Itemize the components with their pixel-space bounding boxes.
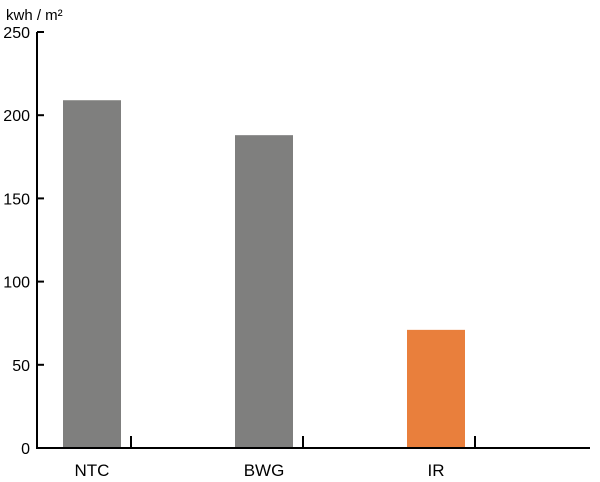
bar-bwg [235, 135, 293, 448]
y-tick-label: 50 [12, 358, 30, 375]
bar-ntc [63, 100, 121, 448]
y-axis-ticks: 0 50 100 150 200 250 [3, 25, 44, 458]
x-category-label: NTC [75, 461, 110, 480]
x-category-label: IR [428, 461, 445, 480]
x-axis-categories: NTC BWG IR [75, 461, 445, 480]
y-tick-label: 200 [3, 108, 30, 125]
bar-ir [407, 329, 465, 448]
x-category-label: BWG [244, 461, 285, 480]
y-tick-label: 0 [21, 441, 30, 458]
y-tick-label: 100 [3, 275, 30, 292]
y-axis-unit-label: kwh / m² [6, 7, 63, 24]
axes [36, 32, 590, 449]
bars [63, 100, 465, 448]
y-tick-label: 250 [3, 25, 30, 42]
y-tick-label: 150 [3, 191, 30, 208]
